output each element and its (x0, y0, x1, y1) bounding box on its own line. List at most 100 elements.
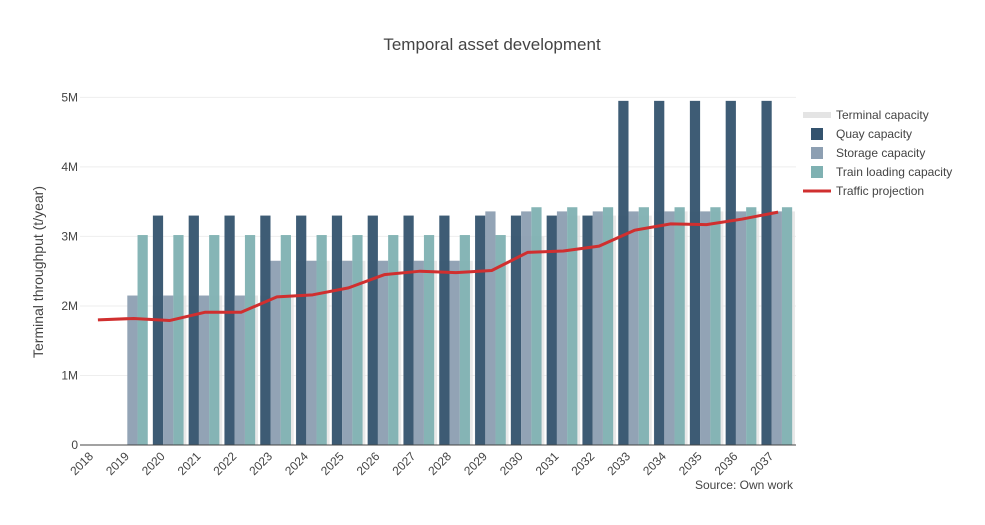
x-tick-label: 2020 (139, 449, 168, 478)
bars (127, 100, 795, 445)
quay-capacity-bar[interactable] (439, 215, 450, 445)
train-loading-capacity-bar[interactable] (781, 207, 793, 445)
y-axis: 0 1M 2M 3M 4M 5M (61, 90, 78, 452)
x-axis: 2018 2019 2020 2021 2022 2023 2024 2025 2026 2027… (67, 444, 796, 478)
quay-capacity-bar[interactable] (546, 215, 557, 445)
train-loading-capacity-bar[interactable] (316, 235, 327, 445)
traffic-projection-line[interactable] (97, 210, 779, 323)
source-note: Source: Own work (695, 478, 794, 492)
y-axis-title: Terminal throughput (t/year) (30, 186, 46, 358)
train-loading-capacity-bar[interactable] (423, 235, 435, 445)
grid (80, 96, 796, 376)
y-tick-label: 3M (61, 229, 78, 243)
quay-capacity-bar[interactable] (260, 215, 271, 445)
storage-capacity-bar[interactable] (270, 260, 281, 445)
x-tick-label: 2032 (569, 449, 598, 478)
train-loading-capacity-bar[interactable] (674, 207, 685, 445)
x-tick-label: 2022 (211, 449, 240, 478)
storage-capacity-bar[interactable] (521, 211, 532, 445)
x-tick-label: 2034 (640, 449, 669, 478)
legend-label-quay-capacity[interactable]: Quay capacity (836, 127, 912, 141)
storage-capacity-bar[interactable] (377, 260, 389, 445)
y-tick-label: 1M (61, 368, 78, 382)
storage-capacity-bar[interactable] (735, 211, 747, 445)
x-tick-label: 2018 (67, 449, 96, 478)
storage-capacity-bar[interactable] (628, 211, 639, 445)
legend[interactable]: Terminal capacity Quay capacity Storage ca… (803, 108, 952, 198)
x-tick-label: 2024 (282, 449, 311, 478)
storage-capacity-bar[interactable] (556, 211, 568, 445)
train-loading-capacity-bar[interactable] (209, 235, 220, 445)
legend-label-terminal-capacity[interactable]: Terminal capacity (836, 108, 929, 122)
storage-capacity-bar[interactable] (449, 260, 460, 445)
x-tick-label: 2037 (748, 449, 777, 478)
x-tick-label: 2023 (246, 449, 275, 478)
quay-capacity-bar[interactable] (224, 215, 235, 445)
quay-capacity-bar[interactable] (331, 215, 343, 445)
x-tick-label: 2019 (103, 449, 132, 478)
train-loading-capacity-bar[interactable] (352, 235, 363, 445)
storage-capacity-bar[interactable] (771, 211, 782, 445)
storage-capacity-bar[interactable] (413, 260, 424, 445)
quay-capacity-bar[interactable] (654, 100, 665, 445)
storage-capacity-bar[interactable] (127, 295, 138, 445)
traffic-line (97, 210, 779, 323)
quay-capacity-bar[interactable] (725, 100, 736, 445)
x-tick-label: 2026 (354, 449, 383, 478)
x-tick-label: 2029 (461, 449, 490, 478)
train-loading-capacity-bar[interactable] (495, 235, 506, 445)
quay-capacity-bar[interactable] (475, 215, 486, 445)
legend-swatch-train-loading-capacity (811, 166, 823, 178)
quay-capacity-bar[interactable] (296, 215, 307, 445)
chart-title: Temporal asset development (383, 35, 601, 54)
train-loading-capacity-bar[interactable] (602, 207, 614, 445)
quay-capacity-bar[interactable] (367, 215, 378, 445)
storage-capacity-bar[interactable] (306, 260, 317, 445)
train-loading-capacity-bar[interactable] (244, 235, 256, 445)
train-loading-capacity-bar[interactable] (638, 207, 649, 445)
legend-label-storage-capacity[interactable]: Storage capacity (836, 146, 925, 160)
x-tick-label: 2031 (533, 449, 562, 478)
legend-swatch-terminal-capacity (803, 112, 831, 118)
storage-capacity-bar[interactable] (163, 295, 174, 445)
train-loading-capacity-bar[interactable] (137, 235, 148, 445)
quay-capacity-bar[interactable] (582, 215, 593, 445)
storage-capacity-bar[interactable] (592, 211, 603, 445)
y-tick-label: 0 (71, 438, 78, 452)
storage-capacity-bar[interactable] (342, 260, 353, 445)
train-loading-capacity-bar[interactable] (567, 207, 578, 445)
quay-capacity-bar[interactable] (618, 100, 629, 445)
train-loading-capacity-bar[interactable] (459, 235, 470, 445)
storage-capacity-bar[interactable] (485, 211, 496, 445)
x-tick-label: 2027 (390, 449, 419, 478)
y-tick-label: 5M (61, 90, 78, 104)
storage-capacity-bar[interactable] (700, 211, 711, 445)
y-tick-label: 4M (61, 160, 78, 174)
x-tick-label: 2025 (318, 449, 347, 478)
x-tick-label: 2021 (175, 449, 204, 478)
y-tick-label: 2M (61, 299, 78, 313)
quay-capacity-bar[interactable] (188, 215, 199, 445)
legend-swatch-quay-capacity (811, 128, 823, 140)
legend-swatch-storage-capacity (811, 147, 823, 159)
train-loading-capacity-bar[interactable] (710, 207, 721, 445)
quay-capacity-bar[interactable] (152, 215, 164, 445)
train-loading-capacity-bar[interactable] (173, 235, 184, 445)
train-loading-capacity-bar[interactable] (388, 235, 399, 445)
storage-capacity-bar[interactable] (664, 211, 675, 445)
quay-capacity-bar[interactable] (510, 215, 522, 445)
train-loading-capacity-bar[interactable] (746, 207, 757, 445)
quay-capacity-bar[interactable] (403, 215, 414, 445)
quay-capacity-bar[interactable] (689, 100, 701, 445)
legend-label-train-loading-capacity[interactable]: Train loading capacity (836, 165, 952, 179)
storage-capacity-bar[interactable] (234, 295, 245, 445)
x-tick-label: 2033 (604, 449, 633, 478)
storage-capacity-bar[interactable] (198, 295, 210, 445)
x-tick-label: 2036 (712, 449, 741, 478)
legend-label-traffic-projection[interactable]: Traffic projection (836, 184, 924, 198)
quay-capacity-bar[interactable] (761, 100, 772, 445)
train-loading-capacity-bar[interactable] (531, 207, 542, 445)
train-loading-capacity-bar[interactable] (280, 235, 291, 445)
x-tick-label: 2028 (425, 449, 454, 478)
